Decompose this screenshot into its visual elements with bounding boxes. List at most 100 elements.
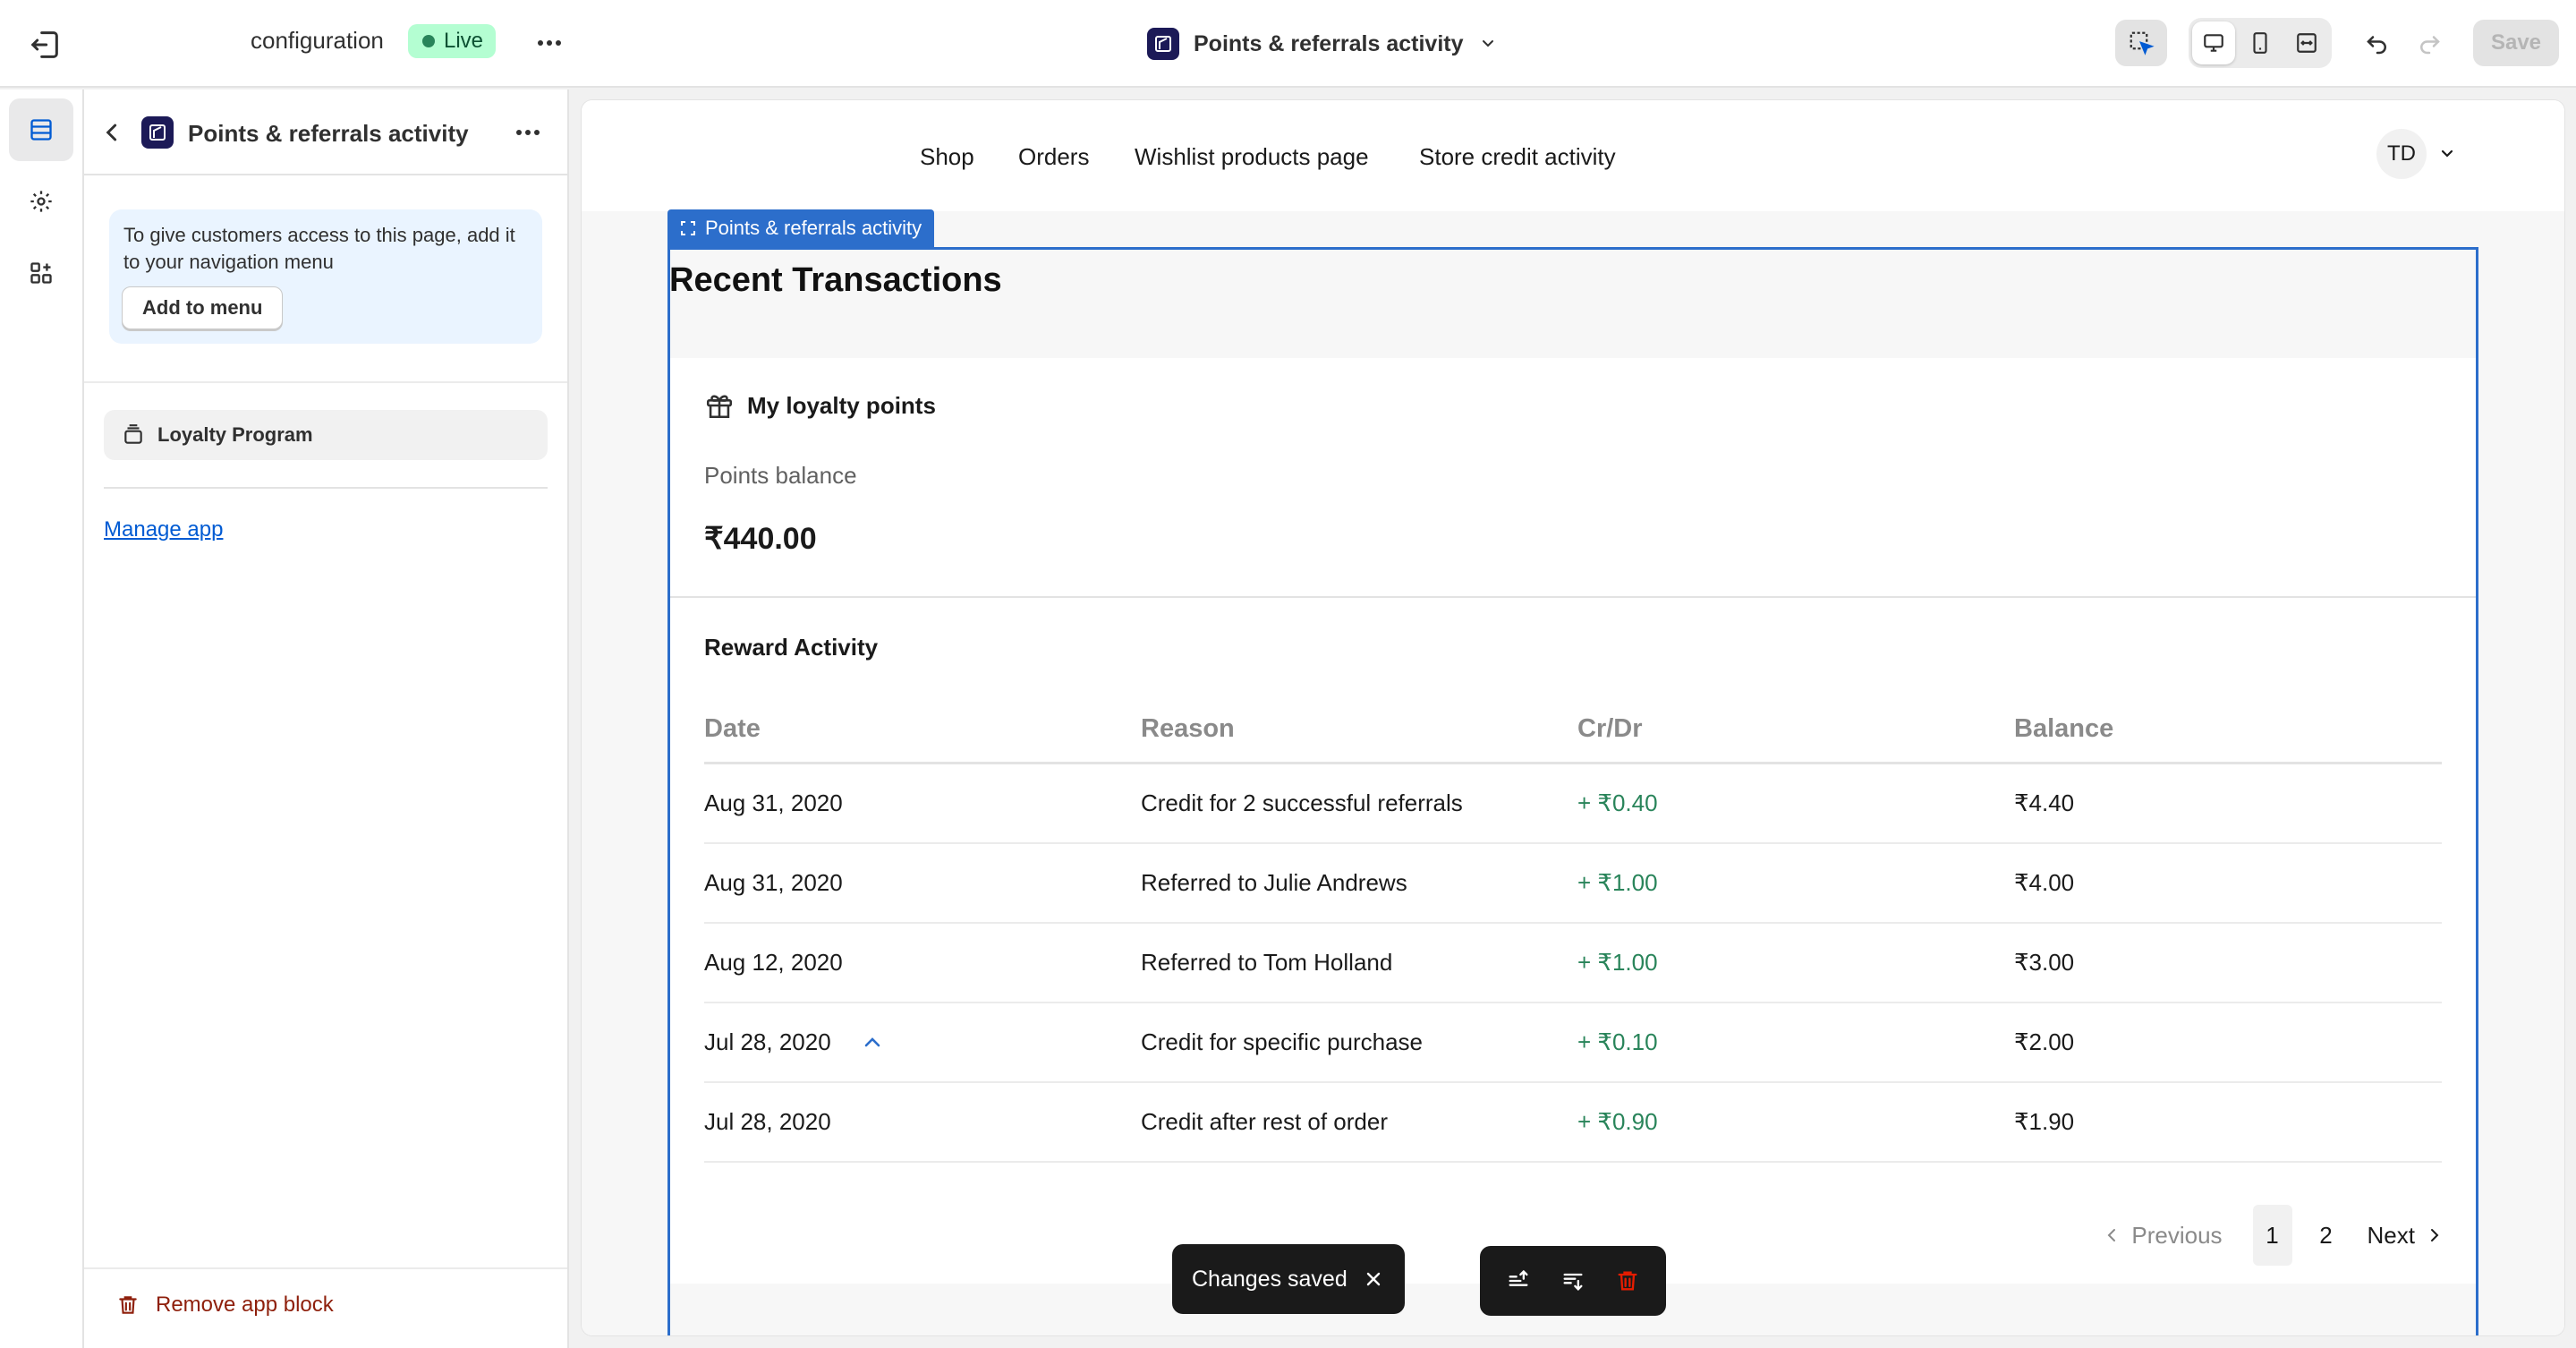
selected-block-tab[interactable]: Points & referrals activity	[667, 209, 935, 247]
sections-icon[interactable]	[9, 98, 73, 161]
block-actions-toolbar	[1480, 1246, 1666, 1316]
column-header-reason: Reason	[1141, 714, 1235, 743]
divider	[104, 487, 548, 489]
pagination: Previous 1 2 Next	[2104, 1205, 2442, 1266]
table-row: Aug 31, 2020 Referred to Julie Andrews +…	[704, 844, 2442, 924]
row-date: Aug 31, 2020	[704, 789, 843, 816]
selected-block-outline	[667, 247, 2478, 1335]
column-header-crdr: Cr/Dr	[1577, 714, 1643, 743]
nav-link-orders[interactable]: Orders	[1018, 143, 1090, 170]
chevron-up-icon[interactable]	[860, 1030, 885, 1054]
theme-name: configuration	[251, 27, 384, 54]
table-row: Aug 12, 2020 Referred to Tom Holland + ₹…	[704, 924, 2442, 1003]
move-down-icon[interactable]	[1553, 1261, 1593, 1301]
avatar: TD	[2376, 129, 2427, 179]
live-dot-icon	[422, 35, 435, 47]
section-item-loyalty-program[interactable]: Loyalty Program	[104, 410, 548, 460]
mobile-icon[interactable]	[2239, 21, 2282, 64]
points-balance-value: ₹440.00	[704, 522, 817, 556]
row-reason: Credit for specific purchase	[1141, 1028, 1424, 1055]
next-label: Next	[2367, 1221, 2415, 1249]
exit-icon[interactable]	[27, 27, 63, 63]
add-to-menu-button[interactable]: Add to menu	[122, 286, 284, 329]
notice-text: To give customers access to this page, a…	[123, 224, 515, 273]
trash-icon	[116, 1293, 140, 1317]
loyalty-header: My loyalty points	[704, 390, 936, 421]
more-horizontal-icon[interactable]	[510, 118, 546, 147]
reward-activity-title: Reward Activity	[704, 634, 879, 661]
page-number-2[interactable]: 2	[2319, 1221, 2333, 1249]
table-row: Aug 31, 2020 Credit for 2 successful ref…	[704, 764, 2442, 844]
redo-icon[interactable]	[2410, 25, 2448, 63]
row-balance: ₹4.40	[2014, 789, 2075, 816]
delete-icon[interactable]	[1608, 1261, 1647, 1301]
block-select-icon	[680, 220, 696, 236]
row-date: Aug 12, 2020	[704, 949, 843, 976]
section-title: Recent Transactions	[669, 261, 1002, 299]
previous-page-button[interactable]: Previous	[2104, 1222, 2223, 1250]
chevron-down-icon	[2437, 144, 2457, 164]
app-logo-icon	[141, 116, 174, 149]
page-selector[interactable]: Points & referrals activity	[1147, 25, 1498, 63]
panel-header: Points & referrals activity	[84, 90, 567, 175]
close-icon[interactable]	[1364, 1269, 1383, 1289]
row-amount: + ₹0.90	[1577, 1108, 1658, 1135]
column-header-date: Date	[704, 714, 761, 743]
column-header-balance: Balance	[2014, 714, 2114, 743]
remove-app-block-button[interactable]: Remove app block	[116, 1293, 334, 1318]
remove-app-block-label: Remove app block	[156, 1293, 334, 1317]
table-row: Jul 28, 2020 Credit after rest of order …	[704, 1083, 2442, 1163]
app-logo-icon	[1147, 28, 1179, 60]
manage-app-link[interactable]: Manage app	[104, 517, 224, 542]
section-item-label: Loyalty Program	[157, 423, 313, 446]
settings-panel: Points & referrals activity To give cust…	[84, 90, 569, 1348]
row-balance: ₹2.00	[2014, 1028, 2075, 1055]
back-icon[interactable]	[98, 118, 127, 147]
left-rail	[0, 90, 84, 1348]
navigation-notice: To give customers access to this page, a…	[109, 209, 542, 344]
undo-icon[interactable]	[2359, 25, 2396, 63]
row-amount: + ₹0.10	[1577, 1028, 1658, 1055]
toast-message: Changes saved	[1192, 1266, 1348, 1292]
row-date: Aug 31, 2020	[704, 869, 843, 896]
inspector-select-icon[interactable]	[2115, 20, 2167, 66]
table-header: Date Reason Cr/Dr Balance	[704, 684, 2442, 764]
loyalty-card: My loyalty points Points balance ₹440.00…	[670, 358, 2476, 1284]
apps-icon[interactable]	[9, 242, 73, 304]
next-page-button[interactable]: Next	[2368, 1222, 2442, 1250]
nav-link-shop[interactable]: Shop	[920, 143, 974, 170]
divider	[84, 1267, 567, 1269]
gear-icon[interactable]	[9, 170, 73, 233]
more-actions-button[interactable]	[531, 27, 567, 59]
desktop-icon[interactable]	[2192, 21, 2235, 64]
row-reason: Referred to Julie Andrews	[1141, 869, 1407, 896]
chevron-right-icon	[2431, 1229, 2439, 1241]
panel-title: Points & referrals activity	[188, 120, 469, 147]
gift-icon	[704, 390, 735, 421]
row-balance: ₹1.90	[2014, 1108, 2075, 1135]
row-amount: + ₹1.00	[1577, 949, 1658, 976]
page-number-1[interactable]: 1	[2252, 1205, 2292, 1266]
nav-link-wishlist[interactable]: Wishlist products page	[1135, 143, 1369, 170]
selected-block-label: Points & referrals activity	[705, 217, 922, 239]
store-navigation: Shop Orders Wishlist products page Store…	[582, 100, 2564, 211]
row-amount: + ₹1.00	[1577, 869, 1658, 896]
account-menu[interactable]: TD	[2376, 129, 2457, 179]
move-up-icon[interactable]	[1499, 1261, 1538, 1301]
top-bar: configuration Live Points & referrals ac…	[0, 0, 2576, 88]
viewport-switcher	[2189, 18, 2332, 68]
nav-link-store-credit[interactable]: Store credit activity	[1419, 143, 1616, 170]
row-reason: Credit after rest of order	[1141, 1108, 1388, 1135]
page-selector-label: Points & referrals activity	[1194, 30, 1464, 56]
changes-saved-toast: Changes saved	[1172, 1244, 1405, 1314]
row-balance: ₹3.00	[2014, 949, 2075, 976]
save-button[interactable]: Save	[2473, 20, 2559, 66]
row-date: Jul 28, 2020	[704, 1028, 831, 1055]
row-reason: Credit for 2 successful referrals	[1141, 789, 1463, 816]
row-date: Jul 28, 2020	[704, 1108, 831, 1135]
chevron-down-icon	[1478, 34, 1498, 54]
reward-activity-table: Date Reason Cr/Dr Balance Aug 31, 2020 C…	[704, 684, 2442, 1163]
loyalty-title: My loyalty points	[747, 391, 936, 419]
divider	[84, 381, 567, 383]
full-width-icon[interactable]	[2285, 21, 2328, 64]
